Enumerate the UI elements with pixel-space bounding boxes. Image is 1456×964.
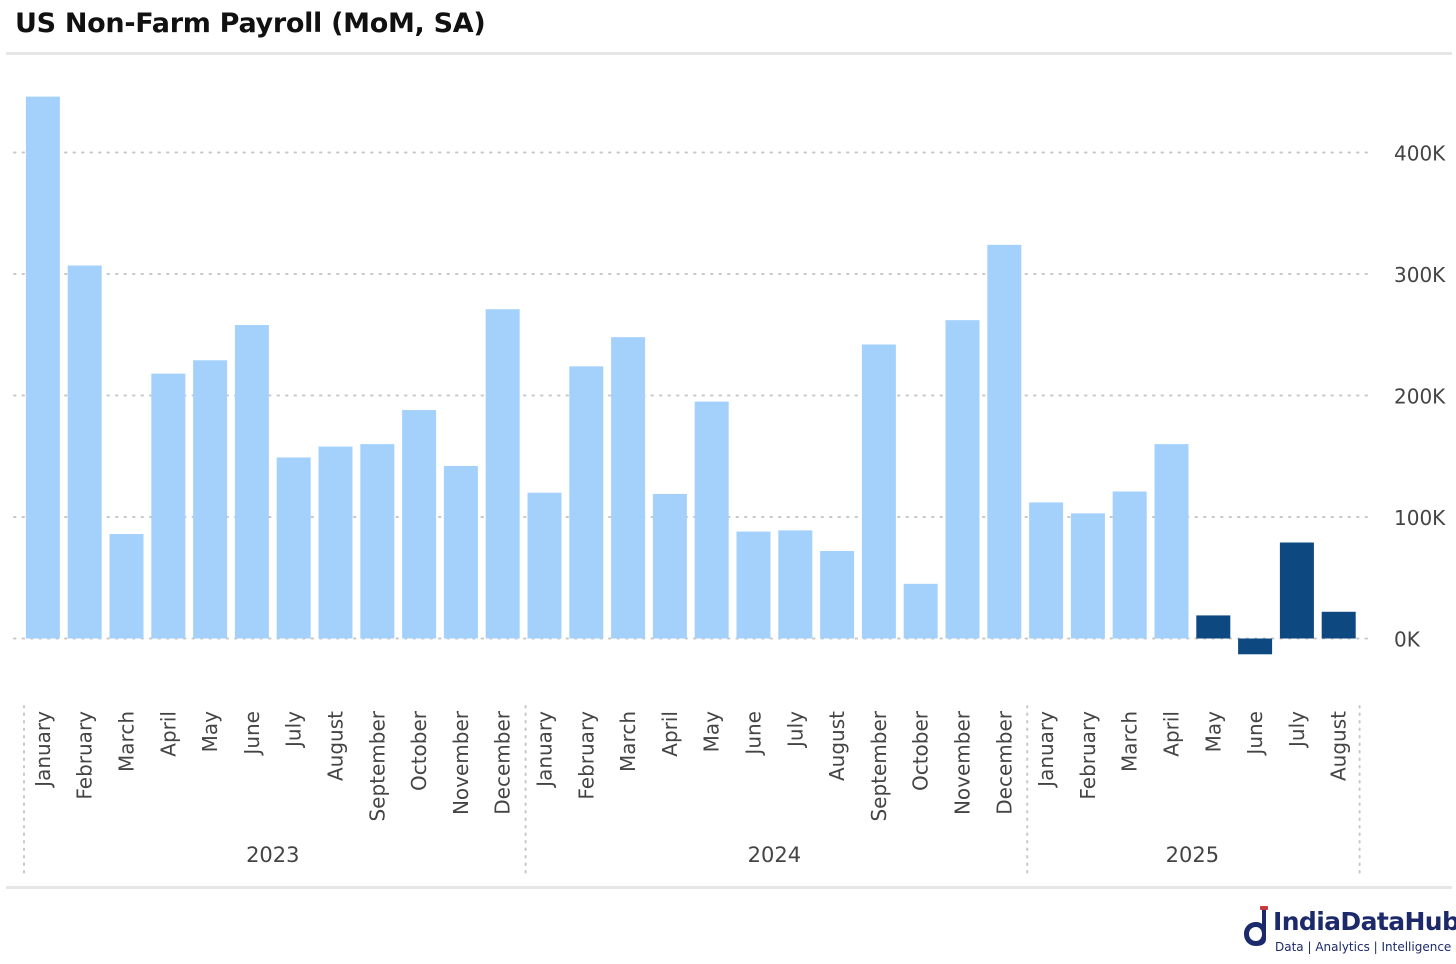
bar-2023-october [402, 410, 437, 639]
bar-2025-july [1279, 542, 1314, 639]
bar-2024-may [694, 401, 729, 639]
y-tick-label: 100K [1394, 506, 1446, 530]
x-month-label: May [198, 711, 222, 753]
x-month-label: June [742, 711, 766, 757]
bar-2025-august [1321, 611, 1356, 639]
bottom-divider [6, 886, 1452, 889]
x-month-label: February [574, 711, 598, 800]
x-month-label: February [73, 711, 97, 800]
x-month-label: March [115, 711, 139, 772]
x-month-label: April [658, 711, 682, 757]
x-month-label: April [156, 711, 180, 757]
x-month-label: November [449, 710, 473, 815]
bar-2023-march [109, 534, 144, 639]
x-month-label: August [825, 711, 849, 781]
top-divider [6, 52, 1452, 55]
x-month-label: February [1076, 711, 1100, 800]
bar-2024-july [778, 530, 813, 639]
bar-2023-may [193, 360, 228, 639]
bar-2023-april [151, 373, 186, 639]
indiadatahub-logo-icon [1244, 906, 1268, 946]
x-month-label: March [1118, 711, 1142, 772]
bar-2024-september [861, 344, 896, 639]
bar-2023-september [360, 444, 395, 639]
y-tick-label: 200K [1394, 385, 1446, 409]
bar-2024-april [652, 493, 687, 639]
bar-2025-april [1154, 444, 1189, 639]
bar-2025-may [1196, 615, 1231, 639]
x-month-label: September [867, 710, 891, 821]
y-tick-label: 0K [1394, 628, 1421, 652]
x-month-label: June [240, 711, 264, 757]
bar-2024-august [820, 551, 855, 639]
bar-2024-october [903, 583, 938, 639]
x-month-label: October [407, 710, 431, 791]
bar-2025-march [1112, 491, 1147, 639]
x-month-label: October [909, 710, 933, 791]
x-month-label: July [1285, 711, 1309, 749]
x-month-label: July [282, 711, 306, 749]
x-month-label: January [1034, 711, 1058, 789]
bar-2025-february [1070, 513, 1105, 639]
x-month-label: May [700, 711, 724, 753]
x-month-label: August [324, 711, 348, 781]
payroll-bar-chart: 0K 100K 200K 300K 400K January February March Ap… [13, 96, 1446, 877]
x-year-label: 2023 [246, 843, 299, 867]
brand-tagline: Data | Analytics | Intelligence [1275, 940, 1452, 954]
x-month-label: September [365, 710, 389, 821]
x-year-label: 2025 [1166, 843, 1219, 867]
brand-name: IndiaDataHub [1273, 907, 1456, 936]
brand-logo: IndiaDataHub Data | Analytics | Intellig… [1242, 904, 1456, 958]
y-tick-label: 300K [1394, 263, 1446, 287]
bar-2025-january [1029, 502, 1064, 639]
bar-2023-january [25, 96, 60, 639]
bar-2023-december [485, 309, 520, 639]
x-month-label: January [31, 711, 55, 789]
bar-2024-november [945, 320, 980, 639]
bar-2024-january [527, 492, 562, 639]
page-title: US Non-Farm Payroll (MoM, SA) [15, 8, 486, 39]
x-month-label: December [491, 710, 515, 814]
bar-2024-december [987, 244, 1022, 639]
bar-2023-august [318, 446, 353, 639]
bar-2023-july [276, 457, 311, 639]
bar-2023-november [443, 465, 478, 639]
x-month-label: April [1160, 711, 1184, 757]
bar-2024-february [569, 366, 604, 639]
x-month-label: August [1327, 711, 1351, 781]
bar-2023-june [234, 325, 269, 639]
x-month-label: November [951, 710, 975, 815]
x-month-label: December [992, 710, 1016, 814]
x-year-label: 2024 [748, 843, 801, 867]
bar-2024-june [736, 531, 771, 639]
x-month-label: March [616, 711, 640, 772]
x-month-label: June [1243, 711, 1267, 757]
bar-2024-march [611, 337, 646, 639]
bar-2025-june [1238, 638, 1273, 655]
x-month-label: January [533, 711, 557, 789]
y-tick-label: 400K [1394, 142, 1446, 166]
bar-2023-february [67, 265, 102, 639]
x-month-label: May [1201, 711, 1225, 753]
x-month-label: July [783, 711, 807, 749]
